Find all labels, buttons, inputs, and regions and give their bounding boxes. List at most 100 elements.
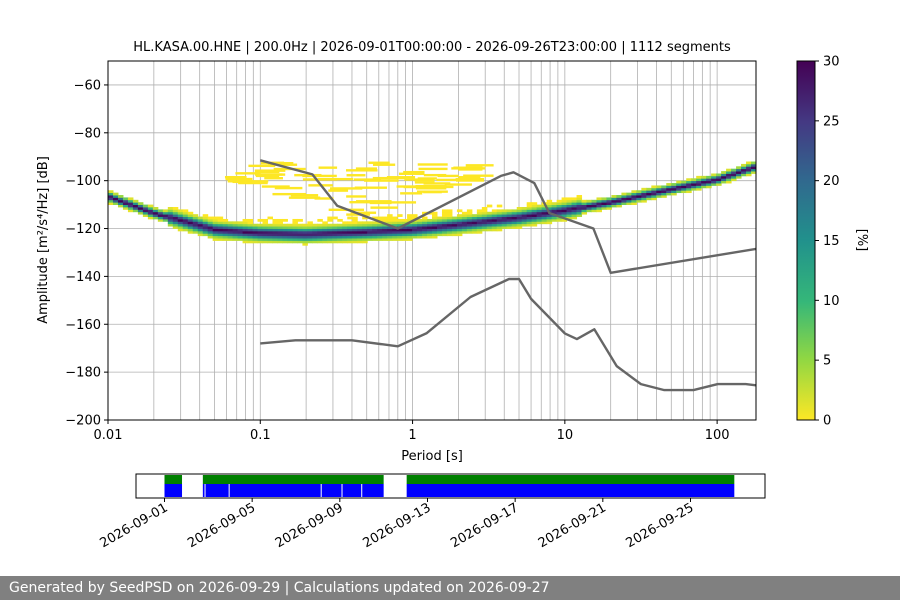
- psd-cell: [476, 218, 483, 222]
- psd-cell: [746, 166, 752, 170]
- psd-cell: [312, 223, 318, 227]
- psd-cell: [646, 197, 652, 201]
- psd-cell: [601, 206, 607, 210]
- psd-cell: [112, 192, 119, 196]
- psd-cell: [566, 206, 573, 210]
- psd-cell: [272, 223, 278, 227]
- psd-cell: [277, 240, 283, 244]
- psd-cell: [726, 173, 732, 177]
- psd-cell: [370, 206, 398, 209]
- psd-cell: [506, 211, 513, 215]
- psd-cell: [137, 202, 144, 205]
- psd-cell: [207, 223, 214, 227]
- psd-cell: [506, 223, 513, 227]
- psd-cell: [262, 221, 269, 225]
- psd-cell: [257, 218, 264, 222]
- psd-cell: [566, 214, 573, 217]
- psd-cell: [716, 175, 722, 179]
- psd-cell: [461, 221, 468, 225]
- psd-cell: [651, 185, 657, 189]
- psd-cell: [417, 163, 448, 166]
- psd-cell: [257, 233, 264, 237]
- psd-cell: [167, 214, 174, 217]
- psd-cell: [212, 230, 219, 234]
- psd-cell: [330, 187, 363, 190]
- psd-cell: [402, 228, 408, 232]
- psd-cell: [586, 206, 593, 210]
- psd-cell: [237, 226, 244, 229]
- psd-cell: [342, 221, 348, 225]
- psd-cell: [142, 206, 149, 210]
- psd-cell: [192, 214, 199, 217]
- psd-cell: [387, 226, 393, 229]
- psd-cell: [526, 216, 533, 220]
- psd-cell: [736, 168, 742, 172]
- x-axis-ticks: 0.01 0.1 1 10 100: [94, 420, 730, 443]
- psd-cell: [367, 223, 373, 227]
- psd-cell: [292, 240, 298, 244]
- psd-cell: [222, 223, 229, 227]
- psd-cell: [162, 214, 169, 217]
- psd-cell: [282, 235, 288, 239]
- psd-cell: [501, 214, 508, 217]
- psd-cell: [481, 226, 488, 229]
- psd-cell: [152, 206, 159, 210]
- psd-cell: [132, 202, 139, 205]
- psd-cell: [541, 218, 548, 222]
- psd-cell: [611, 195, 617, 198]
- psd-cell: [397, 230, 403, 234]
- psd-cell: [576, 209, 583, 213]
- psd-cell: [272, 228, 278, 232]
- psd-cell: [317, 235, 323, 239]
- psd-cell: [422, 223, 428, 227]
- psd-cell: [412, 235, 418, 239]
- psd-cell: [412, 223, 418, 227]
- psd-cell: [362, 223, 368, 227]
- psd-cell: [458, 176, 481, 179]
- psd-cell: [531, 218, 538, 222]
- psd-cell: [671, 192, 677, 196]
- psd-cell: [456, 228, 463, 232]
- psd-cell: [566, 202, 573, 205]
- psd-cell: [117, 204, 124, 208]
- psd-cell: [247, 226, 254, 229]
- psd-cell: [352, 238, 358, 241]
- psd-cell: [486, 226, 493, 229]
- psd-cell: [451, 221, 458, 225]
- psd-cell: [297, 238, 303, 241]
- psd-cell: [581, 206, 588, 210]
- psd-cell: [417, 233, 423, 237]
- psd-cell: [561, 206, 568, 210]
- psd-cell: [182, 221, 189, 225]
- psd-cell: [471, 226, 478, 229]
- psd-cell: [322, 223, 328, 227]
- colorbar-label: [%]: [854, 229, 869, 252]
- psd-cell: [192, 226, 199, 229]
- psd-cell: [731, 175, 737, 179]
- psd-cell: [317, 233, 323, 237]
- psd-cell: [461, 230, 468, 234]
- psd-cell: [616, 204, 622, 208]
- psd-cell: [566, 197, 573, 201]
- x-tick-label: 0.01: [94, 428, 123, 443]
- timeline-tick-label: 2026-09-13: [361, 500, 434, 551]
- psd-cell: [372, 235, 378, 239]
- psd-cell: [177, 223, 184, 227]
- psd-cell: [516, 221, 523, 225]
- psd-cell: [252, 223, 259, 227]
- psd-cell: [711, 173, 717, 177]
- psd-cell: [716, 183, 722, 186]
- psd-cell: [456, 214, 463, 217]
- psd-cell: [641, 187, 647, 191]
- psd-cell: [162, 218, 169, 222]
- psd-cell: [681, 185, 687, 189]
- psd-cell: [377, 233, 383, 237]
- psd-cell: [157, 216, 164, 220]
- psd-cell: [465, 164, 494, 167]
- psd-cell: [127, 209, 134, 213]
- psd-cell: [232, 226, 239, 229]
- psd-cell: [446, 214, 453, 217]
- psd-cell: [423, 182, 451, 185]
- psd-cell: [307, 223, 313, 227]
- x-tick-label: 10: [557, 428, 574, 443]
